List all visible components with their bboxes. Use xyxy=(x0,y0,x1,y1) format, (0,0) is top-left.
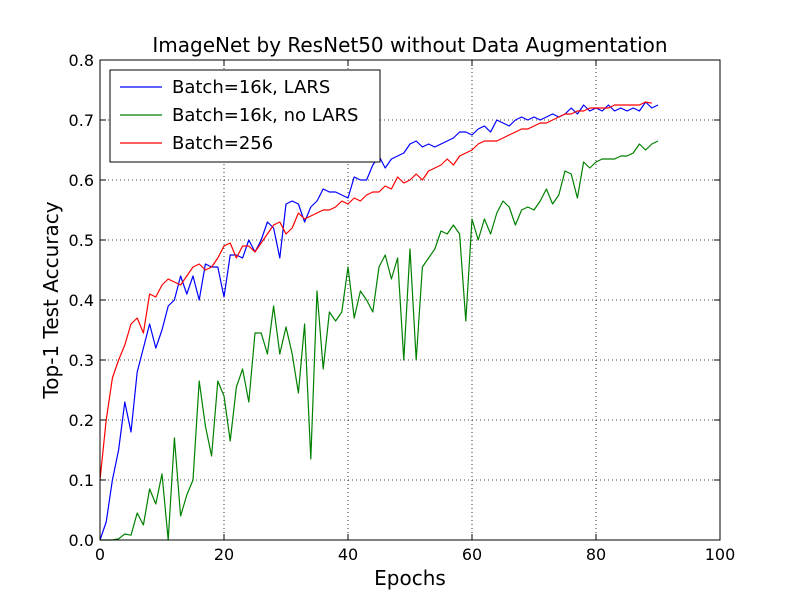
legend-label-2: Batch=256 xyxy=(172,133,273,154)
y-tick-label: 0.1 xyxy=(69,471,94,490)
x-tick-label: 20 xyxy=(214,545,234,564)
y-axis-label: Top-1 Test Accuracy xyxy=(39,201,63,399)
y-tick-label: 0.5 xyxy=(69,231,94,250)
x-tick-label: 60 xyxy=(462,545,482,564)
x-tick-label: 40 xyxy=(338,545,358,564)
y-tick-label: 0.0 xyxy=(69,531,94,550)
legend: Batch=16k, LARS Batch=16k, no LARS Batch=2… xyxy=(109,69,381,163)
x-axis-label: Epochs xyxy=(374,566,446,590)
legend-entries: Batch=16k, LARS Batch=16k, no LARS Batch=2… xyxy=(120,77,358,154)
legend-label-0: Batch=16k, LARS xyxy=(172,77,330,98)
chart-title: ImageNet by ResNet50 without Data Augmen… xyxy=(152,33,667,57)
y-tick-label: 0.6 xyxy=(69,171,94,190)
y-tick-label: 0.8 xyxy=(69,51,94,70)
series-line-2 xyxy=(99,101,652,481)
y-tick-label: 0.2 xyxy=(69,411,94,430)
legend-label-1: Batch=16k, no LARS xyxy=(172,105,358,126)
y-tick-label: 0.7 xyxy=(69,111,94,130)
series-line-1 xyxy=(100,140,659,541)
x-tick-label: 100 xyxy=(705,545,736,564)
legend-box xyxy=(109,69,381,163)
x-tick-label: 0 xyxy=(95,545,105,564)
y-tick-label: 0.3 xyxy=(69,351,94,370)
x-tick-label: 80 xyxy=(586,545,606,564)
tick-layer: 0 20 40 60 80 100 0.0 0.1 0.2 0.3 0.4 0.5 0.6 0.7 0.8 xyxy=(69,51,736,564)
y-tick-label: 0.4 xyxy=(69,291,94,310)
